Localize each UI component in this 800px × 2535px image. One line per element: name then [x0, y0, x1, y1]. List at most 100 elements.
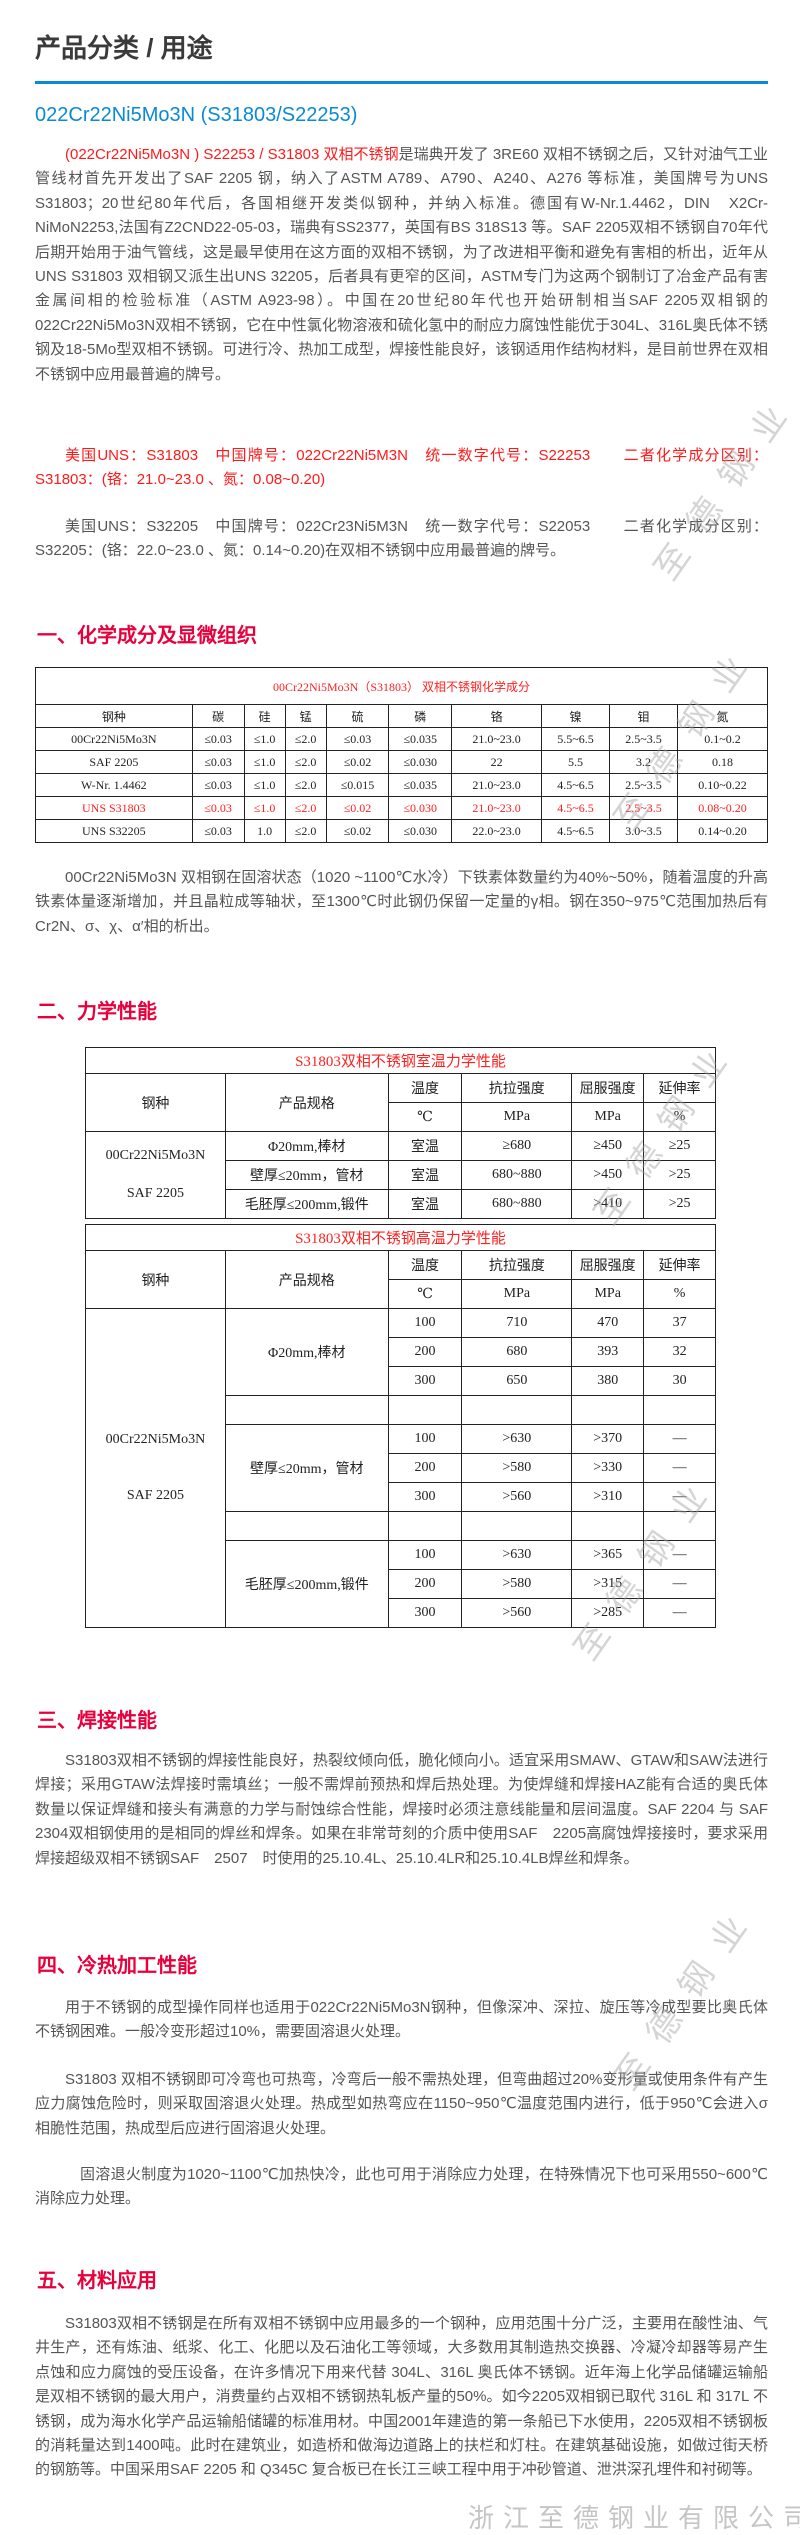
- blank-cell: [571, 1395, 645, 1425]
- table-cell: 300: [387, 1366, 463, 1396]
- table-cell: ≤0.02: [325, 819, 390, 843]
- table-cell: —: [643, 1569, 716, 1599]
- table-row: 200 680 393 32: [86, 1337, 716, 1367]
- table-row: 200 >580 >315—: [86, 1569, 716, 1599]
- table-cell: 300: [387, 1482, 463, 1512]
- table-cell: 5.5: [540, 750, 611, 774]
- table-cell: ≤0.03: [191, 773, 245, 797]
- column-header: 镍: [540, 704, 611, 728]
- table-cell: 100: [387, 1424, 463, 1454]
- table-cell: >560: [461, 1598, 573, 1628]
- column-header: 铬: [451, 704, 542, 728]
- column-header: 钢种: [85, 1250, 226, 1309]
- table-cell: W-Nr. 1.4462: [35, 773, 193, 797]
- blank-cell: [643, 1511, 716, 1541]
- grade-name: 00Cr22Ni5Mo3N: [105, 1432, 206, 1447]
- column-header: 延伸率: [643, 1073, 716, 1103]
- table-cell: ≤0.015: [325, 773, 390, 797]
- table-cell: 470: [571, 1308, 645, 1338]
- table-cell: 680: [461, 1337, 573, 1367]
- table-cell: ≤0.030: [388, 796, 453, 820]
- table-cell: >630: [461, 1540, 573, 1570]
- table-title-row: S31803双相不锈钢室温力学性能: [85, 1047, 716, 1074]
- column-header: 钼: [609, 704, 679, 728]
- table-cell: ≥680: [461, 1131, 573, 1161]
- table-cell: >365: [571, 1540, 645, 1570]
- blank-row: [86, 1395, 716, 1425]
- column-header: 磷: [388, 704, 453, 728]
- column-header: 氮: [677, 704, 768, 728]
- blank-cell: [571, 1511, 645, 1541]
- spec-cell: 毛胚厚≤200mm,锻件: [224, 1189, 389, 1219]
- table-cell: 室温: [387, 1131, 463, 1161]
- table-cell: ≤0.03: [191, 819, 245, 843]
- unit-header: MPa: [571, 1102, 645, 1132]
- table-header-row: 钢种 产品规格 温度 抗拉强度 屈服强度 延伸率: [85, 1073, 716, 1132]
- table-cell: 室温: [387, 1189, 463, 1219]
- product-subtitle: 022Cr22Ni5Mo3N (S31803/S22253): [35, 104, 358, 126]
- table-cell: 300: [387, 1598, 463, 1628]
- table-cell: 22.0~23.0: [451, 819, 542, 843]
- table-cell: >580: [461, 1453, 573, 1483]
- table-cell: >25: [643, 1189, 716, 1219]
- table-cell: 200: [387, 1453, 463, 1483]
- table-cell: 0.08~0.20: [677, 796, 768, 820]
- table-cell: 室温: [387, 1160, 463, 1190]
- table-cell: 21.0~23.0: [451, 796, 542, 820]
- table-cell: ≤1.0: [243, 727, 286, 751]
- table-cell: 0.14~0.20: [677, 819, 768, 843]
- table-cell: ≥450: [571, 1131, 645, 1161]
- column-header: 产品规格: [224, 1250, 389, 1309]
- table-row: 00Cr22Ni5Mo3N SAF 2205 Φ20mm,棒材 室温 ≥680 ≥450 ≥…: [85, 1131, 716, 1219]
- table-cell: 21.0~23.0: [451, 773, 542, 797]
- column-header: 硫: [325, 704, 390, 728]
- column-header: 温度: [387, 1250, 463, 1280]
- table-cell: >370: [571, 1424, 645, 1454]
- table-cell: 680~880: [461, 1160, 573, 1190]
- table-cell: 5.5~6.5: [540, 727, 611, 751]
- table-row: UNS S31803 ≤0.03 ≤1.0 ≤2.0 ≤0.02 ≤0.030 21.0~2…: [35, 796, 768, 820]
- table-cell: 32: [643, 1337, 716, 1367]
- table-cell: 4.5~6.5: [540, 773, 611, 797]
- table-cell: UNS S32205: [35, 819, 193, 843]
- table-cell: ≤2.0: [284, 727, 327, 751]
- table-cell: >410: [571, 1189, 645, 1219]
- intro-paragraph: (022Cr22Ni5Mo3N ) S22253 / S31803 双相不锈钢是…: [35, 143, 798, 387]
- column-header: 碳: [191, 704, 245, 728]
- table-cell: 650: [461, 1366, 573, 1396]
- column-header: 屈服强度: [571, 1250, 645, 1280]
- table-cell: 00Cr22Ni5Mo3N: [35, 727, 193, 751]
- table-cell: ≤0.03: [191, 750, 245, 774]
- table-cell: >25: [643, 1160, 716, 1190]
- table-cell: >310: [571, 1482, 645, 1512]
- section-heading-welding: 三、焊接性能: [37, 1710, 157, 1732]
- table-cell: 4.5~6.5: [540, 819, 611, 843]
- unit-header: ℃: [387, 1279, 463, 1309]
- table-row: 00Cr22Ni5Mo3N SAF 2205 Φ20mm,棒材 100 710 470 37: [85, 1308, 716, 1628]
- column-header: 锰: [284, 704, 327, 728]
- table-cell: 100: [387, 1308, 463, 1338]
- table-cell: 380: [571, 1366, 645, 1396]
- table-cell: UNS S31803: [35, 796, 193, 820]
- table-row: 200 >580 >330—: [86, 1453, 716, 1483]
- intro-highlight: (022Cr22Ni5Mo3N ) S22253 / S31803 双相不锈钢: [65, 146, 399, 163]
- table-cell: 680~880: [461, 1189, 573, 1219]
- table-cell: —: [643, 1482, 716, 1512]
- table-cell: 21.0~23.0: [451, 727, 542, 751]
- spec-cell: Φ20mm,棒材: [224, 1308, 389, 1396]
- grade-note-s31803: 美国UNS：S31803 中国牌号：022Cr22Ni5M3N 统一数字代号：S…: [35, 447, 768, 489]
- column-header: 硅: [243, 704, 286, 728]
- page-title: 产品分类 / 用途: [35, 33, 213, 63]
- table-row: SAF 2205 ≤0.03 ≤1.0 ≤2.0 ≤0.02 ≤0.030 22 5.5 3.2…: [35, 750, 768, 774]
- column-header: 产品规格: [224, 1073, 389, 1132]
- grade-name: SAF 2205: [126, 1186, 185, 1201]
- table-title-row: 00Cr22Ni5Mo3N（S31803） 双相不锈钢化学成分: [35, 667, 768, 705]
- table-cell: 0.10~0.22: [677, 773, 768, 797]
- table-cell: 200: [387, 1569, 463, 1599]
- microstructure-paragraph: 00Cr22Ni5Mo3N 双相钢在固溶状态（1020 ~1100℃水冷）下铁素…: [35, 869, 768, 935]
- table-cell: SAF 2205: [35, 750, 193, 774]
- table-cell: 200: [387, 1337, 463, 1367]
- table-cell: 100: [387, 1540, 463, 1570]
- grade-cell: 00Cr22Ni5Mo3N SAF 2205: [85, 1308, 226, 1628]
- table-row: UNS S32205 ≤0.03 1.0 ≤2.0 ≤0.02 ≤0.030 22.0~23…: [35, 819, 768, 843]
